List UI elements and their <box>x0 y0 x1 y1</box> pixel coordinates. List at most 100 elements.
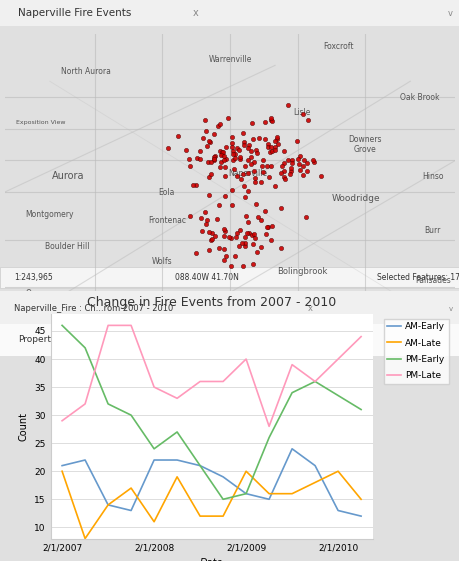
Point <box>270 137 278 146</box>
Point <box>261 117 268 126</box>
Point <box>235 155 243 164</box>
Point <box>292 136 300 145</box>
Text: Foxcroft: Foxcroft <box>322 42 353 51</box>
Text: v: v <box>448 306 452 312</box>
Text: Properties: Properties <box>18 335 64 344</box>
AM-Late <box>151 518 157 525</box>
Point <box>216 162 223 171</box>
Point <box>280 167 287 176</box>
Text: Montgomery: Montgomery <box>25 210 74 219</box>
Point <box>288 159 295 168</box>
Point <box>280 158 287 167</box>
Point <box>245 141 252 150</box>
Point <box>231 251 239 260</box>
Point <box>205 190 213 199</box>
Point <box>239 128 246 137</box>
Point <box>261 206 269 215</box>
Text: Oak Brook: Oak Brook <box>399 93 438 102</box>
Point <box>268 221 275 230</box>
Point <box>244 187 252 196</box>
Point <box>267 142 274 151</box>
Point <box>205 228 213 237</box>
Point <box>264 172 272 181</box>
AM-Early <box>82 457 88 463</box>
AM-Early <box>59 462 65 469</box>
Point <box>203 158 211 167</box>
Point <box>218 148 225 157</box>
Title: Change in Fire Events from 2007 - 2010: Change in Fire Events from 2007 - 2010 <box>87 296 336 309</box>
AM-Late <box>174 473 179 480</box>
Point <box>224 232 232 241</box>
PM-Late <box>82 401 88 407</box>
Point <box>280 173 287 182</box>
PM-Early <box>128 412 134 419</box>
Point <box>266 162 274 171</box>
PM-Late <box>105 322 111 329</box>
Point <box>241 162 248 171</box>
Line: AM-Early: AM-Early <box>62 449 360 516</box>
AM-Late <box>335 468 340 475</box>
Point <box>317 172 324 181</box>
AM-Early <box>151 457 157 463</box>
Point <box>241 238 248 247</box>
Point <box>267 236 274 245</box>
Point <box>203 215 210 224</box>
Point <box>258 162 265 171</box>
Point <box>257 216 264 225</box>
Point <box>208 234 216 243</box>
Point <box>247 147 254 156</box>
Text: x: x <box>308 304 313 314</box>
Point <box>237 174 244 183</box>
Point <box>228 201 235 210</box>
Point <box>296 165 303 174</box>
Point <box>253 148 260 157</box>
Point <box>207 236 214 245</box>
Point <box>217 157 224 166</box>
AM-Early <box>174 457 179 463</box>
Point <box>235 226 243 235</box>
Point <box>196 154 203 163</box>
PM-Late <box>312 378 317 385</box>
Point <box>218 148 226 157</box>
Point <box>220 231 227 240</box>
Point <box>229 146 236 155</box>
Point <box>277 244 285 253</box>
Point <box>224 114 231 123</box>
Point <box>229 155 236 164</box>
Point <box>241 193 248 202</box>
Point <box>189 180 196 189</box>
Point <box>214 122 221 131</box>
Point <box>174 132 181 141</box>
AM-Early <box>266 496 271 503</box>
Point <box>250 167 257 176</box>
Point <box>227 262 234 271</box>
Point <box>296 151 303 160</box>
AM-Early <box>105 502 111 508</box>
Point <box>227 133 235 142</box>
FancyBboxPatch shape <box>0 291 459 324</box>
Point <box>247 159 254 168</box>
Point <box>257 177 264 186</box>
PM-Early <box>220 496 225 503</box>
Point <box>216 146 224 155</box>
Point <box>277 203 284 212</box>
Point <box>230 154 238 163</box>
Point <box>217 150 224 159</box>
Point <box>280 147 287 156</box>
Point <box>244 169 252 178</box>
Point <box>233 171 241 180</box>
Point <box>300 156 307 165</box>
Point <box>258 155 266 164</box>
Point <box>222 154 230 163</box>
Point <box>287 163 294 172</box>
AM-Early <box>289 445 294 452</box>
Point <box>249 239 256 248</box>
Text: Exposition View: Exposition View <box>16 120 65 125</box>
Point <box>228 139 235 148</box>
Point <box>210 154 218 163</box>
AM-Early <box>358 513 363 519</box>
Point <box>309 158 317 167</box>
PM-Late <box>59 417 65 424</box>
Point <box>229 150 236 159</box>
Point <box>244 217 252 226</box>
